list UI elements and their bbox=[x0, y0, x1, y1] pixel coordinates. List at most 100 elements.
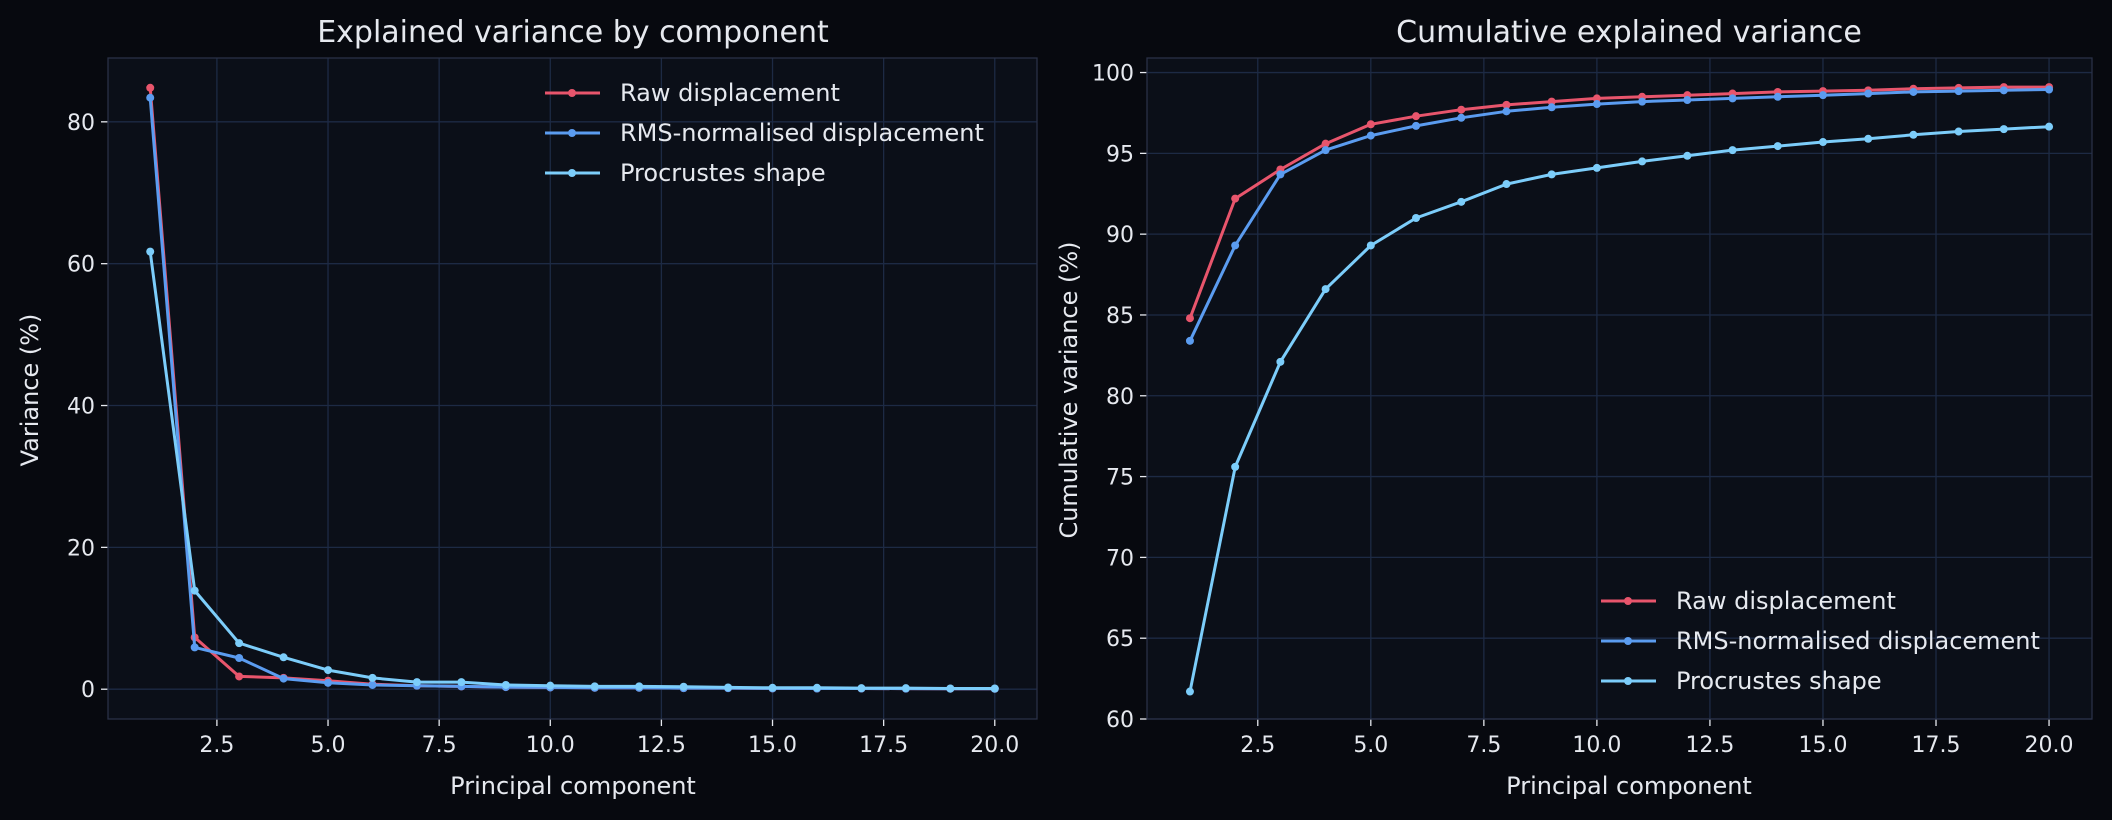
y-tick-label: 100 bbox=[1092, 62, 1134, 87]
data-point bbox=[812, 683, 821, 692]
data-point bbox=[1728, 94, 1737, 103]
y-tick-label: 75 bbox=[1106, 466, 1134, 491]
data-point bbox=[1502, 107, 1511, 116]
legend-swatch-marker bbox=[568, 129, 576, 137]
y-tick-label: 95 bbox=[1106, 142, 1134, 167]
chart-title: Cumulative explained variance bbox=[1396, 15, 1862, 50]
data-point bbox=[368, 680, 377, 689]
data-point bbox=[1231, 194, 1240, 203]
x-axis-label: Principal component bbox=[1506, 772, 1752, 800]
legend-swatch-marker bbox=[1624, 677, 1632, 685]
series-line bbox=[1188, 125, 2050, 692]
series-line bbox=[1188, 88, 2050, 342]
data-point bbox=[1185, 687, 1194, 696]
data-point bbox=[857, 684, 866, 693]
data-point bbox=[1909, 87, 1918, 96]
cumulative-chart: 2.5 5.0 7.5 10.0 12.5 15.0 17.5 20.0 60 65 70 75 80 8… bbox=[1055, 15, 2093, 800]
data-point bbox=[1638, 97, 1647, 106]
legend-swatch-marker bbox=[1624, 597, 1632, 605]
data-point bbox=[235, 654, 244, 663]
data-point bbox=[1321, 139, 1330, 148]
y-tick-label: 20 bbox=[67, 536, 95, 561]
data-point bbox=[1457, 113, 1466, 122]
data-point bbox=[1683, 151, 1692, 160]
data-point bbox=[1638, 157, 1647, 166]
plot-area: 2.5 5.0 7.5 10.0 12.5 15.0 17.5 20.0 0 20 40 60 80 Ra… bbox=[67, 57, 1038, 758]
y-tick-label: 70 bbox=[1106, 546, 1134, 571]
data-point bbox=[368, 673, 377, 682]
data-point bbox=[1864, 134, 1873, 143]
axes-background bbox=[1147, 58, 2092, 719]
x-tick-label: 15.0 bbox=[748, 733, 797, 758]
legend-label: RMS-normalised displacement bbox=[620, 119, 984, 147]
legend: Raw displacement RMS-normalised displacem… bbox=[1601, 587, 2040, 695]
legend-swatch-marker bbox=[1624, 637, 1632, 645]
data-point bbox=[1412, 213, 1421, 222]
variance-chart: 2.5 5.0 7.5 10.0 12.5 15.0 17.5 20.0 0 20 40 60 80 Ra… bbox=[16, 15, 1038, 800]
x-tick-label: 7.5 bbox=[1466, 733, 1501, 758]
x-tick-label: 10.0 bbox=[526, 733, 575, 758]
y-tick-label: 40 bbox=[67, 395, 95, 420]
data-point bbox=[724, 683, 733, 692]
data-point bbox=[1909, 130, 1918, 139]
data-point bbox=[1412, 112, 1421, 121]
y-tick-label: 80 bbox=[1106, 385, 1134, 410]
data-point bbox=[1321, 285, 1330, 294]
data-point bbox=[2045, 122, 2054, 131]
data-point bbox=[501, 680, 510, 689]
data-point bbox=[235, 672, 244, 681]
y-axis-label: Variance (%) bbox=[16, 314, 44, 467]
data-point bbox=[279, 674, 288, 683]
legend-swatch-marker bbox=[568, 89, 576, 97]
data-point bbox=[1773, 142, 1782, 151]
series-line bbox=[148, 251, 995, 690]
x-tick-label: 5.0 bbox=[311, 733, 346, 758]
series-line bbox=[1188, 85, 2049, 319]
data-point bbox=[1502, 100, 1511, 109]
data-point bbox=[1547, 97, 1556, 106]
y-tick-label: 80 bbox=[67, 111, 95, 136]
data-point bbox=[1999, 125, 2008, 134]
data-point bbox=[1592, 163, 1601, 172]
data-point bbox=[679, 682, 688, 691]
data-point bbox=[146, 83, 155, 92]
data-point bbox=[279, 653, 288, 662]
data-point bbox=[324, 666, 333, 675]
data-point bbox=[1592, 94, 1601, 103]
legend-label: Raw displacement bbox=[1676, 587, 1896, 615]
data-point bbox=[590, 682, 599, 691]
x-axis-label: Principal component bbox=[450, 772, 696, 800]
data-point bbox=[1954, 127, 1963, 136]
legend-label: Procrustes shape bbox=[1676, 667, 1882, 695]
x-tick-label: 15.0 bbox=[1798, 733, 1847, 758]
axes-frame bbox=[107, 57, 1038, 720]
data-point bbox=[1366, 241, 1375, 250]
x-tick-label: 2.5 bbox=[199, 733, 234, 758]
data-point bbox=[1276, 170, 1285, 179]
data-point bbox=[190, 586, 199, 595]
data-point bbox=[546, 681, 555, 690]
data-point bbox=[146, 93, 155, 102]
data-point bbox=[1773, 92, 1782, 101]
data-point bbox=[1321, 146, 1330, 155]
data-point bbox=[1457, 197, 1466, 206]
data-point bbox=[1864, 89, 1873, 98]
axes-frame bbox=[1146, 57, 2093, 720]
data-point bbox=[990, 684, 999, 693]
data-point bbox=[1818, 91, 1827, 100]
y-tick-label: 0 bbox=[81, 678, 95, 703]
legend-swatch-marker bbox=[568, 169, 576, 177]
axes-background bbox=[108, 58, 1037, 719]
y-tick-label: 85 bbox=[1106, 304, 1134, 329]
data-point bbox=[1366, 120, 1375, 129]
data-point bbox=[768, 683, 777, 692]
x-tick-label: 20.0 bbox=[2025, 733, 2074, 758]
data-point bbox=[324, 678, 333, 687]
data-point bbox=[2045, 85, 2054, 94]
x-tick-label: 5.0 bbox=[1353, 733, 1388, 758]
data-point bbox=[1366, 131, 1375, 140]
data-point bbox=[1954, 87, 1963, 96]
data-point bbox=[1457, 105, 1466, 114]
data-point bbox=[1728, 146, 1737, 155]
